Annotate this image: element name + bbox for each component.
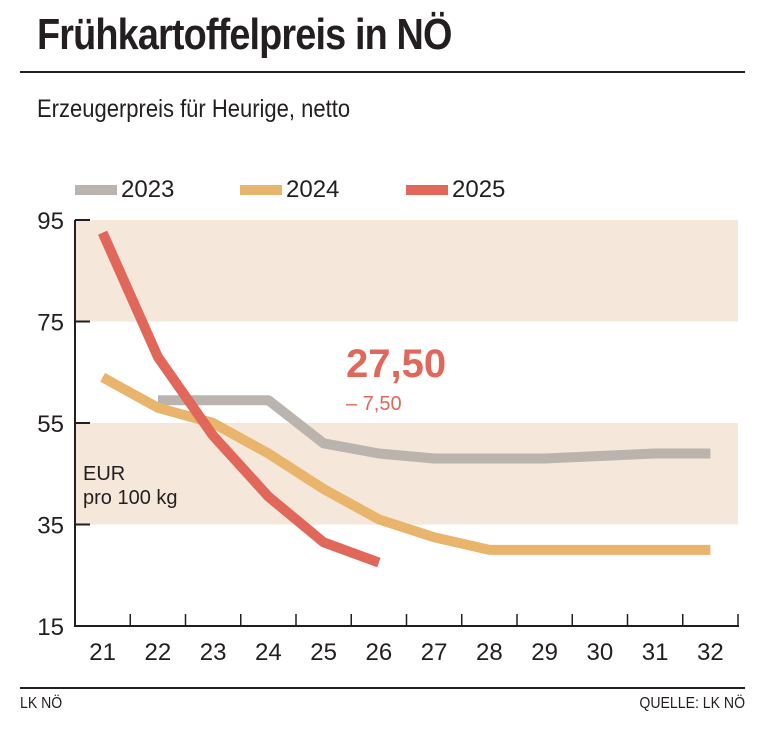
x-tick-label: 24 <box>255 639 282 666</box>
unit-label-weight: pro 100 kg <box>83 487 178 509</box>
chart-subtitle: Erzeugerpreis für Heurige, netto <box>37 95 351 123</box>
y-axis-ticks: 15 35 55 75 95 <box>37 208 90 641</box>
x-tick-label: 25 <box>310 639 337 666</box>
x-tick-label: 23 <box>200 639 227 666</box>
series-line-2025 <box>98 230 381 568</box>
title-divider <box>20 71 745 73</box>
x-tick-label: 32 <box>697 639 724 666</box>
legend-item-2025: 2025 <box>406 176 505 204</box>
background-band <box>75 423 738 525</box>
x-tick-label: 29 <box>531 639 558 666</box>
x-tick-label: 31 <box>642 639 669 666</box>
legend-swatch-2024 <box>240 185 282 195</box>
chart-title: Frühkartoffelpreis in NÖ <box>37 10 452 59</box>
x-tick-label: 28 <box>476 639 503 666</box>
x-tick-label: 26 <box>366 639 393 666</box>
x-tick-label: 30 <box>587 639 614 666</box>
x-tick-label: 21 <box>89 639 116 666</box>
y-tick-label: 95 <box>37 208 64 235</box>
y-tick-label: 15 <box>37 614 64 641</box>
y-tick-label: 35 <box>37 513 64 540</box>
unit-label: EUR pro 100 kg <box>83 462 178 510</box>
background-bands <box>75 220 738 525</box>
price-change-callout: – 7,50 <box>346 393 402 415</box>
current-price-callout: 27,50 <box>346 342 447 386</box>
legend-label-2025: 2025 <box>452 176 506 203</box>
x-tick-label: 27 <box>421 639 448 666</box>
y-tick-label: 55 <box>37 411 64 438</box>
legend-item-2024: 2024 <box>240 176 339 204</box>
legend-swatch-2023 <box>75 185 117 195</box>
series-lines <box>98 230 711 568</box>
footer-divider <box>20 687 745 689</box>
background-band <box>75 220 738 322</box>
footer-source: QUELLE: LK NÖ <box>639 695 745 712</box>
x-tick-label: 22 <box>145 639 172 666</box>
series-line-2023 <box>157 395 711 464</box>
unit-label-currency: EUR <box>83 463 126 485</box>
legend-item-2023: 2023 <box>75 176 174 204</box>
legend-label-2024: 2024 <box>286 176 340 203</box>
x-axis-ticks: 21 22 23 24 25 26 27 28 29 30 31 32 <box>89 614 739 666</box>
y-tick-label: 75 <box>37 310 64 337</box>
footer-credit: LK NÖ <box>20 695 63 712</box>
legend-label-2023: 2023 <box>121 176 175 203</box>
legend-swatch-2025 <box>406 185 448 195</box>
